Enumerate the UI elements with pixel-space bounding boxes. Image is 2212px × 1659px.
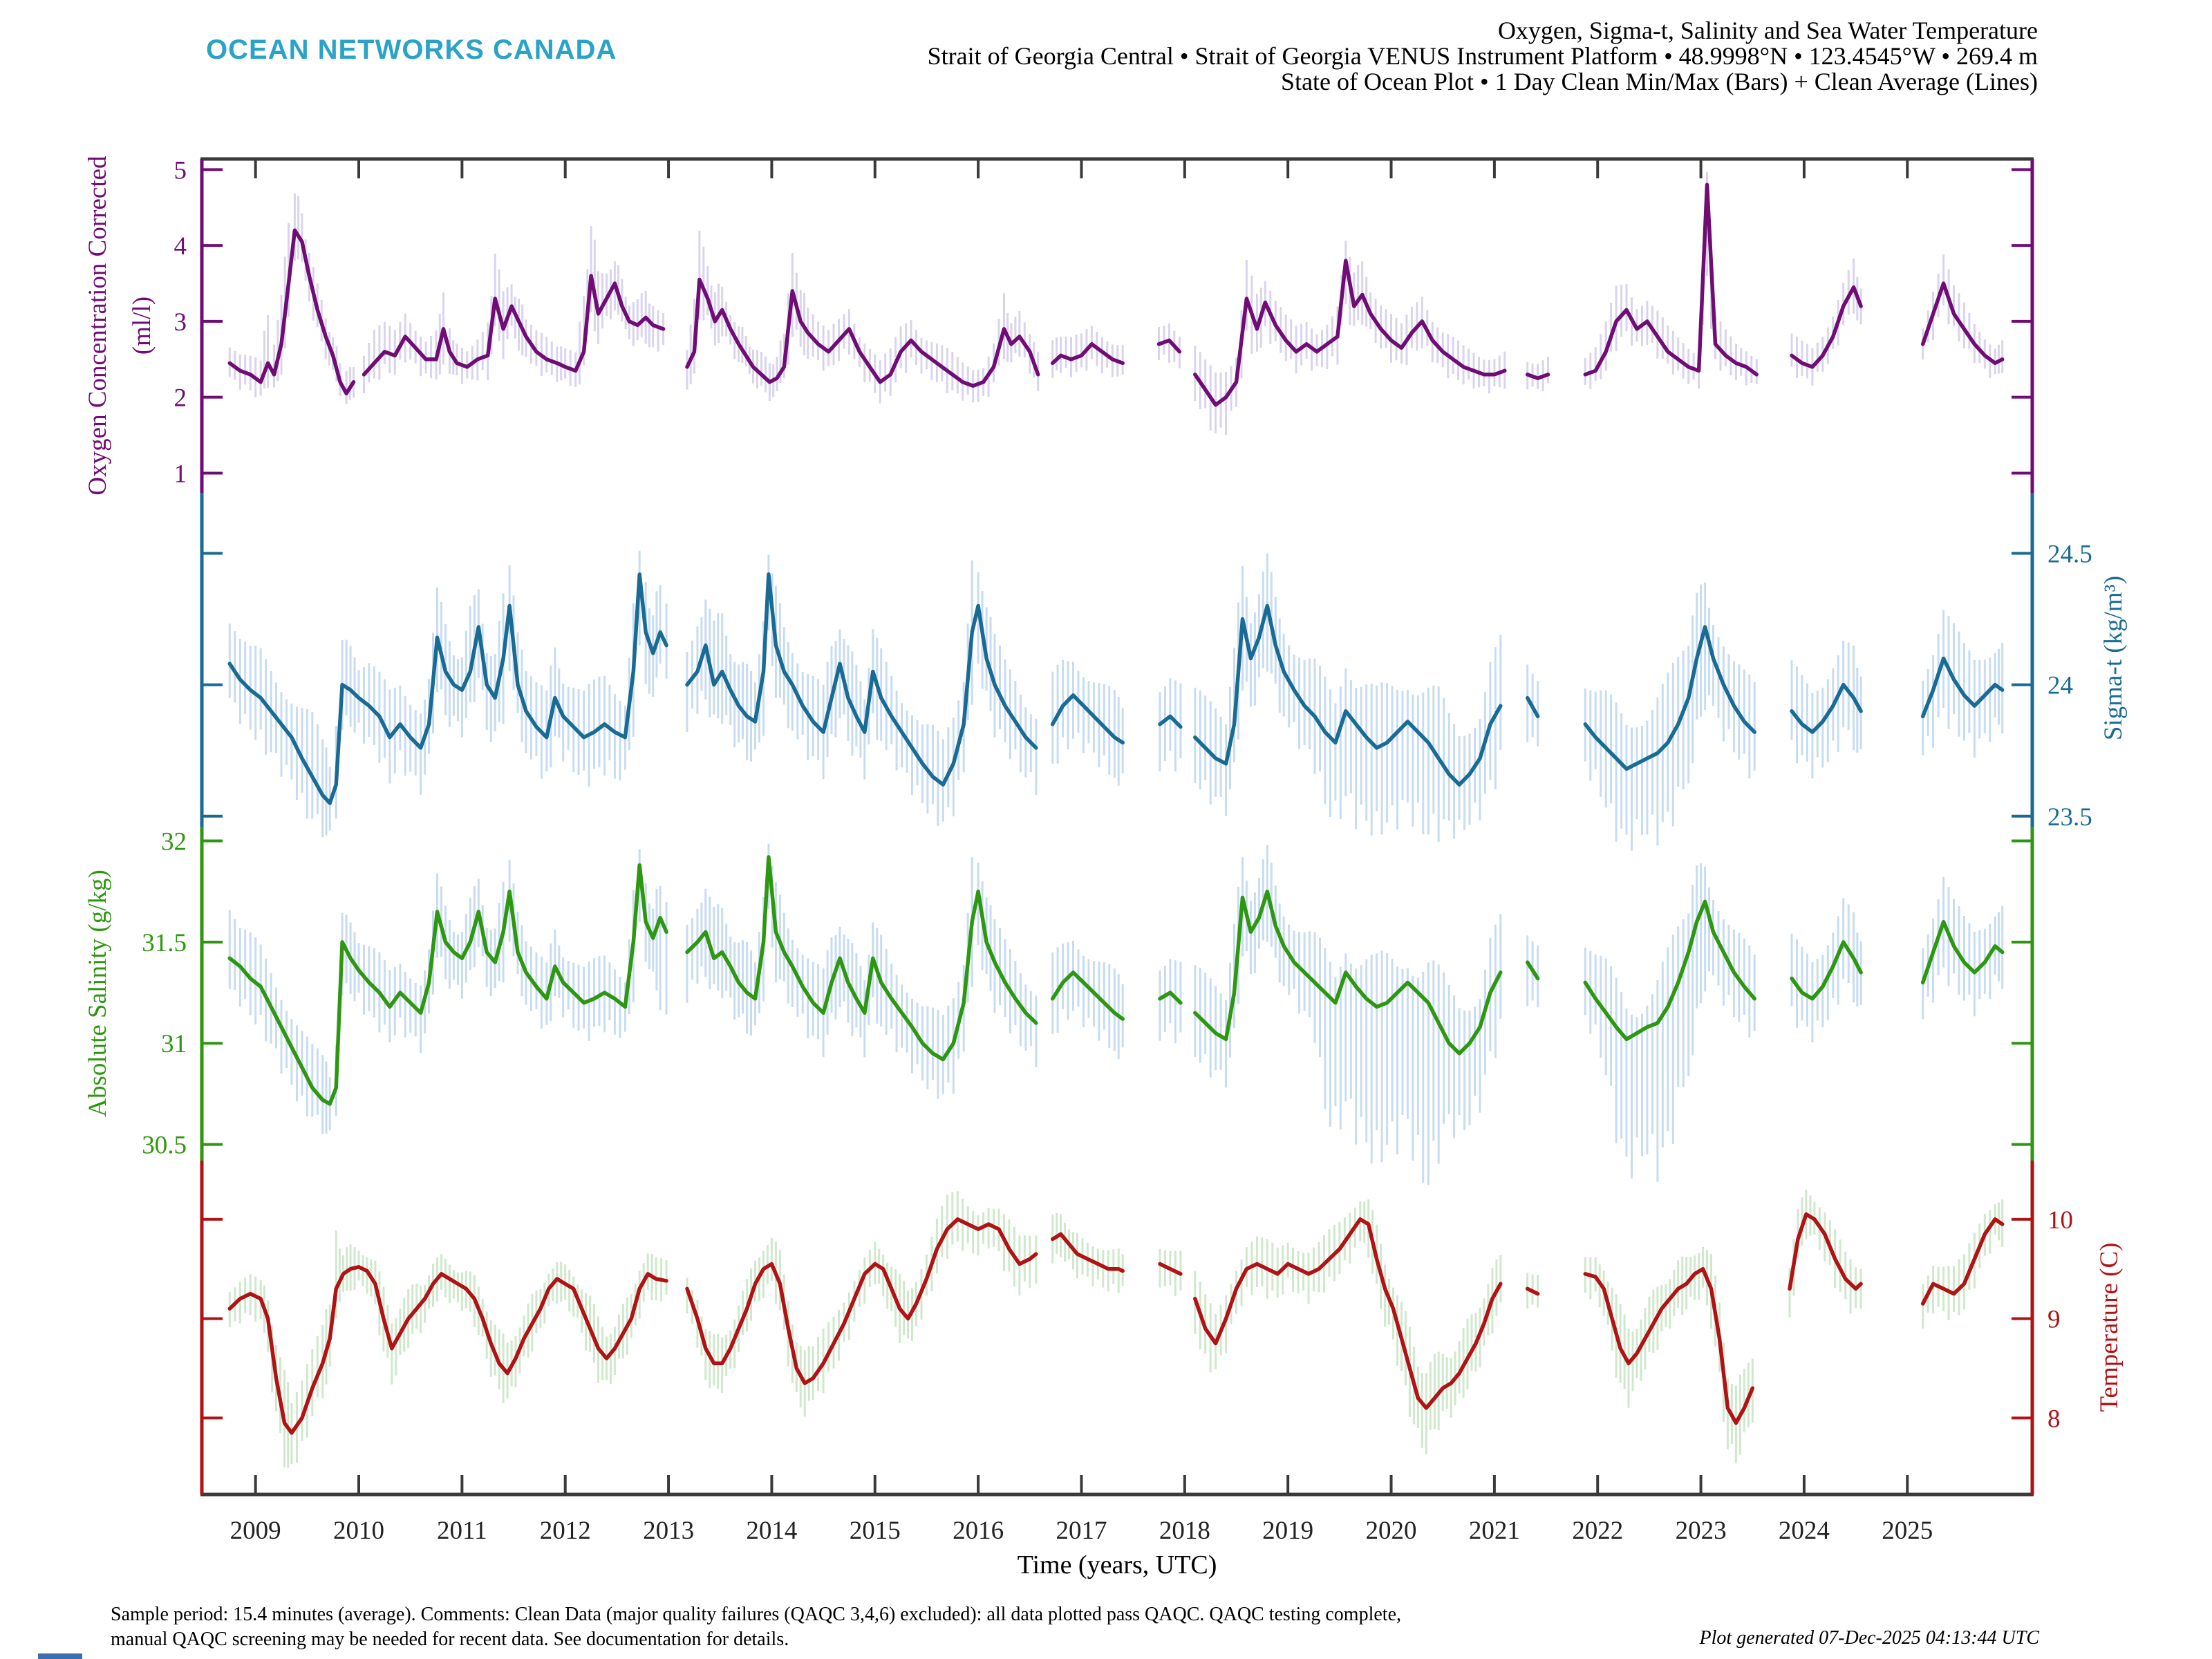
svg-text:23.5: 23.5 — [2047, 803, 2092, 832]
y-axis-ticks — [202, 168, 2032, 1420]
plot-generated-stamp: Plot generated 07-Dec-2025 04:13:44 UTC — [1699, 1627, 2039, 1649]
x-axis-title: Time (years, UTC) — [1017, 1550, 1217, 1580]
sigma-minmax-bars — [228, 550, 2004, 851]
bottom-left-accent-bar — [38, 1653, 82, 1659]
svg-text:8: 8 — [2047, 1405, 2061, 1433]
svg-text:32: 32 — [161, 827, 187, 856]
svg-text:10: 10 — [2047, 1206, 2073, 1235]
sigma-average-line — [227, 572, 2005, 805]
minmax-bars-layer — [228, 171, 2004, 1468]
svg-text:2018: 2018 — [1159, 1517, 1210, 1545]
svg-text:2013: 2013 — [643, 1517, 694, 1545]
oxygen-axis-label: Oxygen Concentration Corrected — [84, 156, 112, 496]
title-line-2: Strait of Georgia Central • Strait of Ge… — [927, 42, 2038, 70]
svg-text:2009: 2009 — [230, 1517, 281, 1545]
plot-titles: Oxygen, Sigma-t, Salinity and Sea Water … — [928, 18, 2038, 95]
temperature-minmax-bars — [228, 1190, 2004, 1468]
plot-frame — [200, 157, 2034, 1497]
svg-text:2011: 2011 — [437, 1517, 487, 1545]
sigma-axis-label: Sigma-t (kg/m³) — [2099, 575, 2128, 741]
svg-text:2019: 2019 — [1262, 1517, 1313, 1545]
svg-text:9: 9 — [2047, 1306, 2061, 1334]
svg-text:2016: 2016 — [953, 1517, 1004, 1545]
svg-text:3: 3 — [174, 308, 187, 337]
title-line-1: Oxygen, Sigma-t, Salinity and Sea Water … — [1497, 17, 2038, 44]
title-line-3: State of Ocean Plot • 1 Day Clean Min/Ma… — [1281, 68, 2038, 95]
footer-note-line-1: Sample period: 15.4 minutes (average). C… — [111, 1604, 1402, 1625]
temperature-average-line — [227, 1212, 2005, 1435]
svg-text:24: 24 — [2047, 672, 2073, 700]
svg-text:24.5: 24.5 — [2047, 540, 2092, 568]
svg-text:2010: 2010 — [333, 1517, 384, 1545]
svg-text:2012: 2012 — [540, 1517, 591, 1545]
svg-text:31: 31 — [161, 1030, 187, 1058]
svg-text:2017: 2017 — [1056, 1517, 1107, 1545]
oxygen-average-line — [227, 182, 2005, 407]
average-lines-layer — [227, 182, 2005, 1435]
svg-text:2020: 2020 — [1366, 1517, 1417, 1545]
x-axis-ticks — [254, 159, 1909, 1494]
svg-text:5: 5 — [174, 156, 187, 185]
svg-text:2: 2 — [174, 384, 187, 413]
tick-labels: 2009 2010 2011 2012 2013 2014 2015 2016 2017 2018… — [142, 156, 2092, 1545]
svg-text:2025: 2025 — [1882, 1517, 1933, 1545]
oxygen-axis-unit-label: (ml/l) — [128, 296, 156, 355]
svg-text:2024: 2024 — [1779, 1517, 1830, 1545]
onc-logo: OCEAN NETWORKS CANADA — [206, 35, 617, 65]
svg-text:2015: 2015 — [850, 1517, 901, 1545]
salinity-axis-label: Absolute Salinity (g/kg) — [84, 870, 112, 1117]
svg-text:2023: 2023 — [1676, 1517, 1727, 1545]
svg-text:1: 1 — [174, 460, 187, 488]
footer-note: Sample period: 15.4 minutes (average). C… — [111, 1602, 1401, 1652]
svg-text:2022: 2022 — [1572, 1517, 1623, 1545]
temperature-axis-label: Temperature (C) — [2095, 1242, 2124, 1412]
svg-text:2014: 2014 — [746, 1517, 797, 1545]
svg-text:30.5: 30.5 — [142, 1132, 187, 1160]
salinity-average-line — [227, 855, 2005, 1106]
svg-text:4: 4 — [174, 232, 187, 261]
svg-text:31.5: 31.5 — [142, 929, 187, 957]
svg-text:2021: 2021 — [1469, 1517, 1520, 1545]
footer-note-line-2: manual QAQC screening may be needed for … — [111, 1629, 789, 1650]
